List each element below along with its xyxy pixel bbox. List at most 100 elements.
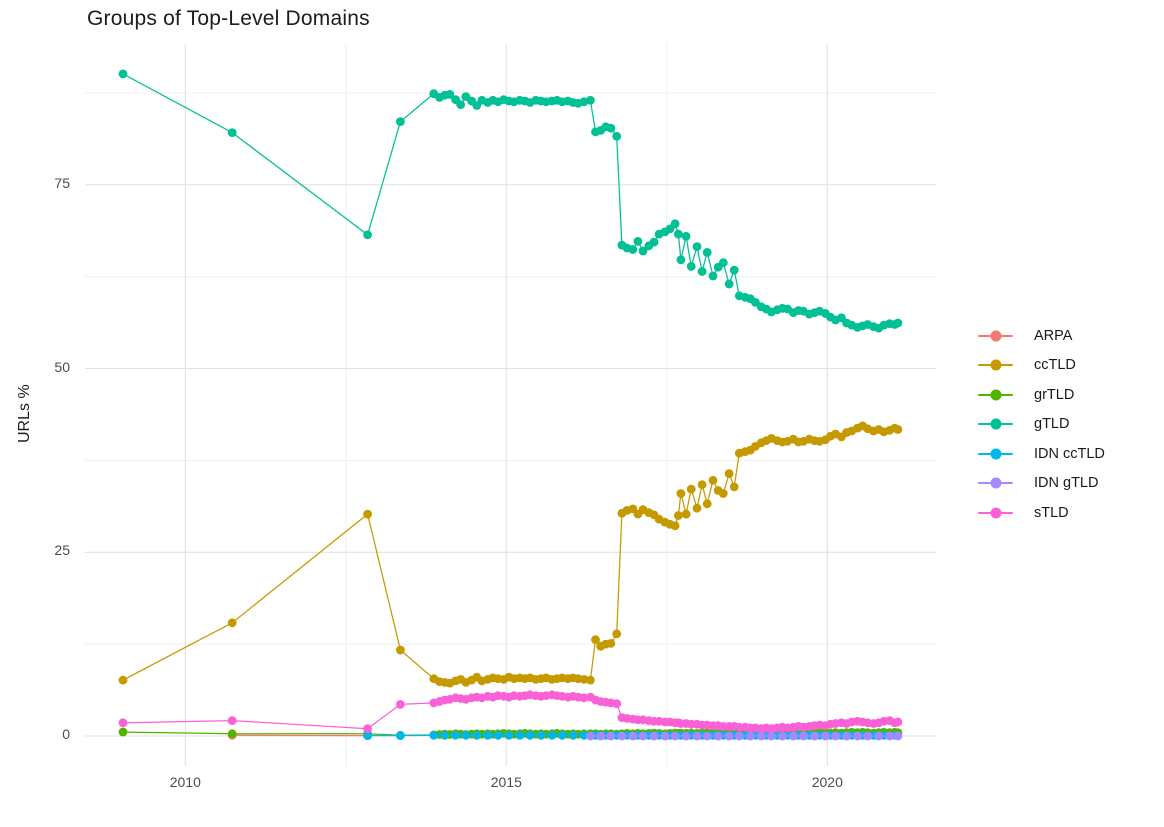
data-point: [456, 100, 466, 110]
data-point: [396, 731, 405, 740]
data-point: [681, 509, 691, 519]
legend-item: gTLD: [978, 410, 1105, 440]
data-point: [504, 730, 514, 740]
data-point: [557, 730, 567, 740]
y-axis-title: URLs %: [16, 384, 33, 443]
legend-key-line: [978, 359, 1013, 371]
data-point: [363, 509, 372, 519]
data-point: [821, 731, 830, 741]
legend-key-dot: [990, 477, 1001, 489]
data-point: [591, 635, 600, 645]
legend-key-line: [978, 418, 1013, 430]
data-point: [649, 237, 659, 247]
legend-key-dot: [990, 389, 1001, 401]
data-point: [831, 731, 840, 741]
legend-item: IDN ccTLD: [978, 439, 1105, 469]
data-point: [396, 700, 405, 709]
data-point: [612, 629, 622, 639]
data-point: [606, 639, 616, 648]
data-point: [617, 731, 627, 741]
series-arpa: [227, 730, 372, 740]
data-point: [692, 242, 702, 252]
legend-key-line: [978, 448, 1013, 460]
y-tick-label: 75: [54, 174, 70, 191]
legend-key-line: [978, 389, 1013, 401]
series-gtld: [118, 69, 903, 333]
data-point: [649, 731, 659, 741]
data-point: [842, 731, 851, 741]
data-point: [227, 128, 237, 138]
series-line: [122, 73, 899, 329]
data-point: [396, 645, 405, 655]
data-point: [606, 731, 616, 741]
data-point: [893, 717, 903, 727]
data-point: [483, 730, 493, 740]
data-point: [612, 131, 622, 141]
legend-label: grTLD: [1034, 386, 1075, 403]
data-point: [676, 489, 686, 498]
data-point: [724, 279, 734, 289]
data-point: [681, 731, 691, 741]
x-tick-label: 2020: [811, 774, 843, 790]
data-point: [708, 475, 718, 485]
legend-key-line: [978, 507, 1013, 519]
data-point: [612, 699, 622, 709]
data-point: [702, 499, 712, 509]
data-point: [118, 69, 128, 79]
legend-key-dot: [990, 418, 1001, 430]
data-point: [674, 511, 683, 520]
data-point: [606, 123, 616, 133]
legend-item: ARPA: [978, 321, 1105, 351]
legend-label: IDN gTLD: [1034, 475, 1099, 492]
data-point: [586, 95, 595, 105]
data-point: [429, 730, 439, 740]
data-point: [718, 258, 728, 268]
data-point: [893, 425, 903, 434]
data-point: [440, 730, 450, 740]
data-point: [676, 255, 686, 265]
data-point: [493, 730, 503, 740]
legend-label: gTLD: [1034, 416, 1070, 433]
data-point: [568, 730, 578, 740]
data-point: [227, 618, 237, 628]
legend-key-dot: [990, 507, 1001, 519]
data-point: [628, 731, 638, 741]
data-point: [810, 731, 819, 741]
data-point: [660, 731, 670, 741]
data-point: [670, 219, 680, 229]
legend-label: sTLD: [1034, 504, 1069, 521]
data-point: [536, 730, 546, 740]
data-point: [692, 731, 702, 741]
data-point: [227, 716, 237, 725]
x-tick-label: 2015: [490, 774, 522, 790]
data-point: [734, 731, 744, 741]
data-point: [697, 267, 707, 276]
data-point: [227, 729, 237, 739]
data-point: [396, 117, 405, 126]
data-point: [686, 484, 696, 494]
legend-key-dot: [990, 330, 1001, 342]
data-point: [681, 231, 691, 241]
data-point: [118, 675, 128, 685]
x-tick-label: 2010: [169, 774, 201, 790]
data-point: [863, 731, 873, 741]
data-point: [893, 731, 903, 741]
data-point: [586, 675, 595, 685]
data-point: [756, 731, 766, 741]
chart-title: Groups of Top-Level Domains: [87, 7, 370, 30]
legend-item: grTLD: [978, 380, 1105, 410]
data-point: [472, 730, 482, 740]
data-point: [788, 731, 798, 741]
data-point: [729, 265, 739, 275]
data-point: [724, 731, 734, 741]
data-point: [702, 248, 712, 257]
data-point: [638, 731, 648, 741]
legend-label: ccTLD: [1034, 357, 1076, 374]
data-point: [628, 245, 638, 254]
data-point: [874, 731, 884, 741]
data-point: [363, 731, 372, 740]
data-point: [724, 469, 734, 478]
legend-key-line: [978, 330, 1013, 342]
data-point: [853, 731, 862, 741]
data-point: [118, 727, 128, 737]
